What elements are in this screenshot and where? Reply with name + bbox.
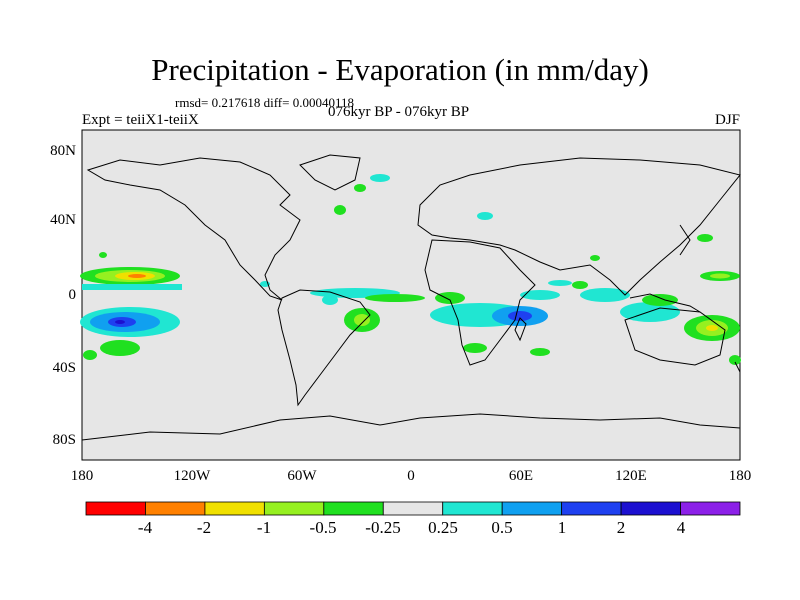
patch-npac-cyan [82, 284, 182, 290]
patch-spac-green [100, 340, 140, 356]
colorbar-label: -4 [137, 518, 153, 537]
coast-australia [624, 307, 726, 366]
colorbar-label: 2 [616, 518, 626, 537]
colorbar-box [145, 501, 206, 516]
colorbar-label: -0.5 [309, 518, 337, 537]
patch-io-cyan [520, 290, 560, 300]
colorbar-box [204, 501, 265, 516]
colorbar [85, 501, 741, 516]
coast-antarctica [81, 413, 741, 441]
patch-aus-yellow [706, 325, 718, 331]
patch-spac-navy [115, 320, 125, 324]
patch-wpac-green [99, 252, 107, 258]
patch-eio-cyan [580, 288, 630, 302]
colorbar-box [561, 501, 622, 516]
xtick-label: 180 [70, 468, 94, 484]
colorbar-box [382, 501, 444, 516]
ytick-label: 40S [52, 360, 76, 376]
colorbar-label: -1 [256, 518, 272, 537]
patch-natl-cyan [370, 174, 390, 182]
colorbar-label: -0.25 [365, 518, 401, 537]
patch-mc-green [642, 294, 678, 306]
xtick-label: 0 [407, 468, 415, 484]
period-label: 076kyr BP - 076kyr BP [328, 104, 470, 120]
colorbar-box [442, 501, 503, 516]
ytick-label: 0 [68, 287, 77, 303]
xtick-label: 60W [287, 468, 317, 484]
colorbar-label: 4 [676, 518, 686, 537]
coast-greenland [299, 154, 361, 191]
xtick-label: 60E [508, 468, 534, 484]
patch-npac-orange [128, 274, 146, 278]
patch-spac-green2 [83, 350, 97, 360]
coast-madagascar [514, 317, 527, 342]
season-label: DJF [714, 112, 740, 128]
xtick-label: 180 [728, 468, 752, 484]
coast-north-america [86, 157, 301, 301]
anomaly-patches [80, 174, 741, 365]
patch-natl-green [354, 184, 366, 192]
patch-natl-green2 [334, 205, 346, 215]
colorbar-label: 1 [557, 518, 567, 537]
coast-maritime [629, 293, 701, 313]
experiment-label: Expt = teiiX1-teiiX [82, 112, 199, 128]
ytick-label: 80S [52, 432, 76, 448]
patch-eio-green [572, 281, 588, 289]
patch-arabia-cyan [548, 280, 572, 286]
colorbar-box [501, 501, 563, 516]
stats-label: rmsd= 0.217618 diff= 0.00040118 [175, 95, 354, 110]
colorbar-box [323, 501, 384, 516]
colorbar-label: 0.5 [491, 518, 513, 537]
coast-africa [424, 239, 536, 366]
colorbar-box [263, 501, 325, 516]
patch-af-green [435, 292, 465, 304]
xtick-label: 120E [615, 468, 647, 484]
patch-sib-green [590, 255, 600, 261]
patch-sio-green [530, 348, 550, 356]
patch-eqatl-green [365, 294, 425, 302]
colorbar-label: -2 [196, 518, 212, 537]
colorbar-box [620, 501, 681, 516]
coastlines [81, 154, 741, 441]
patch-eastpac-green [729, 355, 741, 365]
coast-eurasia [417, 157, 741, 296]
xtick-label: 120W [173, 468, 211, 484]
coast-new-zealand [734, 361, 741, 373]
patch-io-blue [508, 311, 532, 321]
plot-title: Precipitation - Evaporation (in mm/day) [151, 52, 649, 87]
patch-satl-lime [354, 314, 370, 326]
patch-wnpac-lime [710, 273, 730, 279]
colorbar-box [680, 501, 741, 516]
colorbar-label: 0.25 [428, 518, 458, 537]
patch-npac2-green [697, 234, 713, 242]
patch-safr-green [463, 343, 487, 353]
coast-japan [679, 224, 691, 256]
ytick-label: 80N [50, 143, 76, 159]
patch-eurasia-cyan [477, 212, 493, 220]
patch-amz-cyan [322, 295, 338, 305]
coast-south-america [277, 289, 371, 407]
ytick-label: 40N [50, 212, 76, 228]
colorbar-box [85, 501, 146, 516]
